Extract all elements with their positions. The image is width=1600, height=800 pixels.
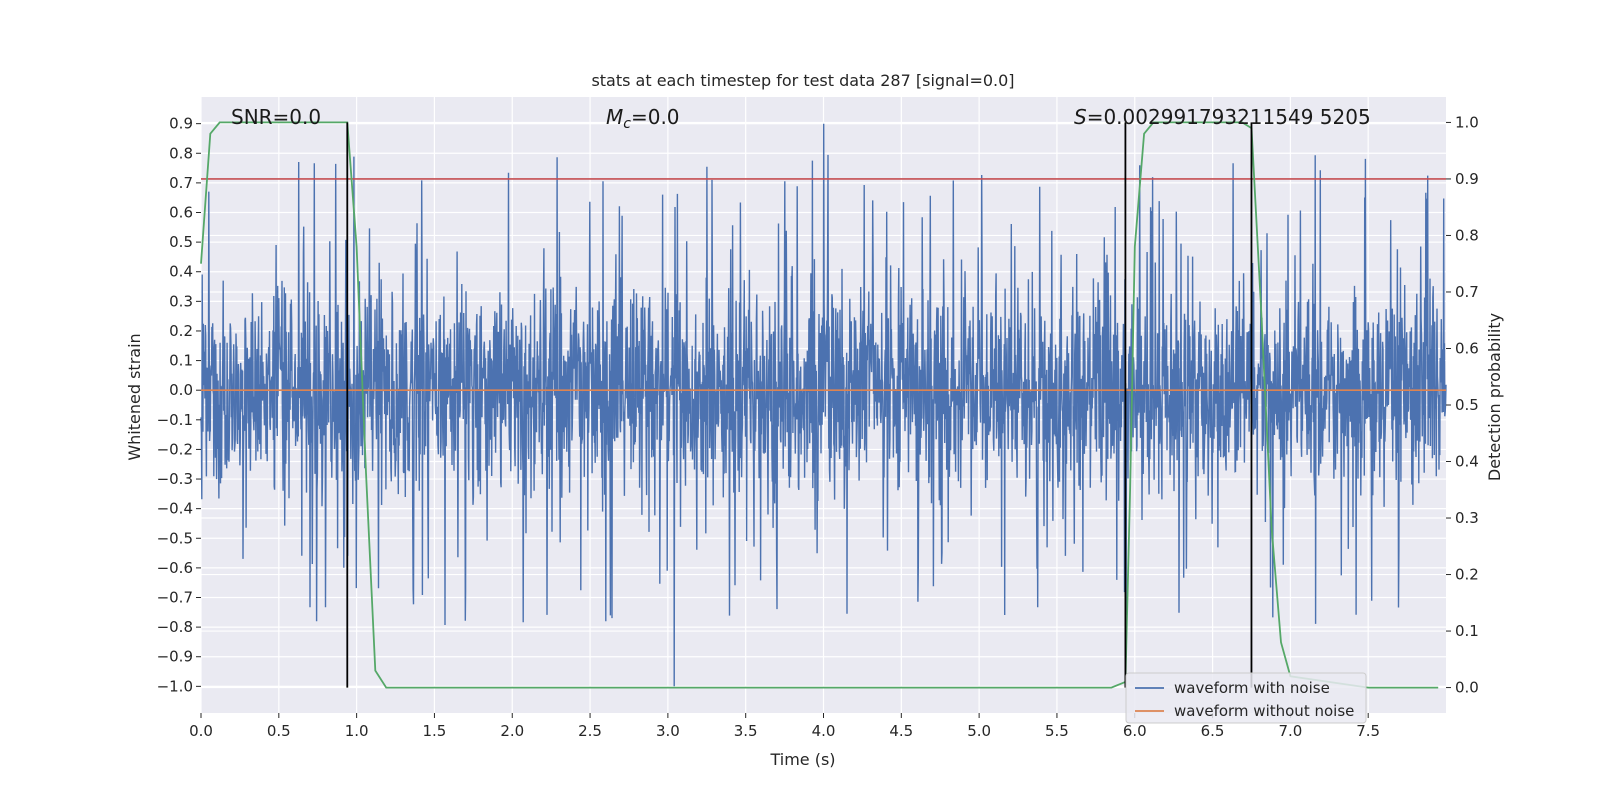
x-tick-label: 7.5 [1356, 722, 1380, 740]
x-tick-label: 0.5 [267, 722, 291, 740]
snr-annotation: SNR=0.0 [231, 105, 321, 129]
y-right-tick-label: 0.3 [1455, 509, 1479, 527]
x-tick-label: 4.5 [889, 722, 913, 740]
y-left-tick-label: −0.3 [157, 470, 193, 488]
score-value: =0.002991793211549 5205 [1087, 105, 1371, 129]
y-left-tick-label: −0.5 [157, 529, 193, 547]
y-axis-label-right: Detection probability [1485, 313, 1504, 481]
y-right-tick-label: 0.6 [1455, 339, 1479, 357]
legend-frame [1125, 672, 1367, 724]
x-tick-label: 2.0 [500, 722, 524, 740]
x-tick-label: 0.0 [189, 722, 213, 740]
y-left-tick-label: 0.1 [169, 352, 193, 370]
score-annotation: S=0.002991793211549 5205 [1074, 105, 1371, 129]
legend: waveform with noise waveform without nois… [1125, 672, 1367, 724]
y-right-tick-label: 0.4 [1455, 453, 1479, 471]
detection-probability-series [200, 121, 1439, 689]
chirp-mass-value: =0.0 [631, 105, 680, 129]
x-tick-label: 5.0 [967, 722, 991, 740]
vertical-markers [346, 122, 1253, 688]
x-tick-label: 2.5 [578, 722, 602, 740]
y-left-tick-label: 0.8 [169, 144, 193, 162]
x-tick-label: 6.5 [1201, 722, 1225, 740]
x-tick-label: 1.0 [345, 722, 369, 740]
y-left-tick-label: −0.1 [157, 411, 193, 429]
y-left-tick-label: 0.5 [169, 233, 193, 251]
y-left-tick-label: 0.3 [169, 292, 193, 310]
waveform-with-noise-series [200, 123, 1447, 687]
y-right-tick-label: 0.1 [1455, 622, 1479, 640]
legend-label: waveform with noise [1174, 679, 1330, 697]
y-left-tick-label: −0.6 [157, 559, 193, 577]
x-tick-label: 5.5 [1045, 722, 1069, 740]
x-tick-label: 7.0 [1278, 722, 1302, 740]
y-left-tick-label: −0.4 [157, 500, 193, 518]
y-left-tick-label: −1.0 [157, 677, 193, 695]
score-symbol: S [1074, 105, 1087, 129]
legend-label: waveform without noise [1174, 702, 1354, 720]
x-tick-label: 1.5 [423, 722, 447, 740]
x-tick-label: 3.0 [656, 722, 680, 740]
axes: 0.0 0.5 1.0 1.5 2.0 2.5 3.0 3.5 4.0 4.5 5.0 5.5 6.0 6… [157, 113, 1479, 740]
x-tick-label: 6.0 [1123, 722, 1147, 740]
y-right-tick-label: 0.0 [1455, 679, 1479, 697]
y-left-tick-label: 0.4 [169, 263, 193, 281]
y-right-tick-label: 0.2 [1455, 566, 1479, 584]
x-tick-label: 4.0 [812, 722, 836, 740]
chirp-mass-symbol: M [606, 105, 623, 129]
y-left-tick-label: 0.0 [169, 381, 193, 399]
noise-waveform-line [200, 123, 1447, 687]
chirp-mass-annotation: Mc=0.0 [606, 105, 680, 132]
y-left-tick-label: 0.6 [169, 204, 193, 222]
y-left-tick-label: −0.2 [157, 440, 193, 458]
chart-title: stats at each timestep for test data 287… [591, 71, 1014, 90]
x-tick-label: 3.5 [734, 722, 758, 740]
y-left-tick-label: −0.9 [157, 648, 193, 666]
y-left-tick-label: −0.7 [157, 589, 193, 607]
x-axis-label: Time (s) [769, 750, 835, 769]
y-axis-label-left: Whitened strain [125, 333, 144, 460]
y-right-tick-label: 0.8 [1455, 226, 1479, 244]
y-right-tick-label: 1.0 [1455, 113, 1479, 131]
y-right-tick-label: 0.5 [1455, 396, 1479, 414]
y-left-tick-label: 0.2 [169, 322, 193, 340]
y-right-tick-label: 0.7 [1455, 283, 1479, 301]
y-left-tick-label: −0.8 [157, 618, 193, 636]
y-left-tick-label: 0.7 [169, 174, 193, 192]
y-right-tick-label: 0.9 [1455, 170, 1479, 188]
probability-line [200, 121, 1439, 689]
chirp-mass-subscript: c [623, 116, 631, 132]
y-left-tick-label: 0.9 [169, 115, 193, 133]
